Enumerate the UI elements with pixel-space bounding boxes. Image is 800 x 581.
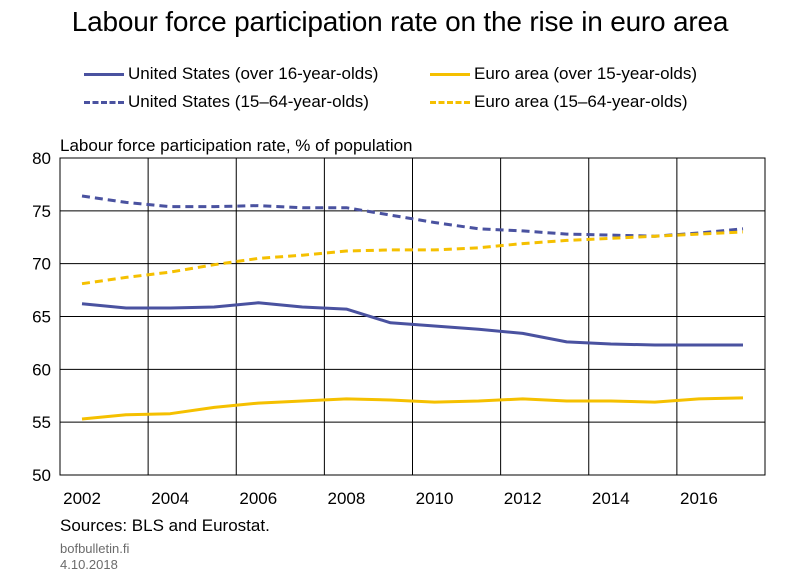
legend-swatch-ea-15-64 (430, 100, 470, 104)
series-line-3 (81, 230, 744, 286)
grid-lines (60, 158, 765, 475)
legend-swatch-ea-over15 (430, 72, 470, 76)
x-tick-2012: 2012 (504, 489, 542, 508)
legend-label-us-over16: United States (over 16-year-olds) (128, 64, 379, 83)
legend-label-ea-15-64: Euro area (15–64-year-olds) (474, 92, 688, 111)
legend-item-us-15-64: United States (15–64-year-olds) (84, 92, 369, 112)
legend-item-ea-15-64: Euro area (15–64-year-olds) (430, 92, 688, 112)
x-tick-2016: 2016 (680, 489, 718, 508)
series-line-2 (81, 194, 744, 238)
y-tick-50: 50 (32, 466, 51, 485)
y-tick-80: 80 (32, 149, 51, 168)
legend-swatch-us-15-64 (84, 100, 124, 104)
x-tick-2002: 2002 (63, 489, 101, 508)
chart-title: Labour force participation rate on the r… (71, 6, 729, 37)
legend-label-ea-over15: Euro area (over 15-year-olds) (474, 64, 697, 83)
x-tick-2008: 2008 (327, 489, 365, 508)
y-tick-70: 70 (32, 255, 51, 274)
tick-labels: 50 55 60 65 70 75 80 2002 2004 2006 2008 2010 2012 20… (32, 149, 718, 508)
legend-item-us-over16: United States (over 16-year-olds) (84, 64, 378, 84)
legend-swatch-us-over16 (84, 72, 124, 76)
y-axis-label: Labour force participation rate, % of po… (60, 136, 413, 155)
y-tick-75: 75 (32, 202, 51, 221)
x-tick-2006: 2006 (239, 489, 277, 508)
x-tick-2014: 2014 (592, 489, 630, 508)
site-url: bofbulletin.fi (60, 541, 130, 556)
y-tick-55: 55 (32, 413, 51, 432)
plot-frame (59, 157, 766, 476)
legend-label-us-15-64: United States (15–64-year-olds) (128, 92, 369, 111)
y-tick-65: 65 (32, 308, 51, 327)
x-tick-2004: 2004 (151, 489, 189, 508)
legend-item-ea-over15: Euro area (over 15-year-olds) (430, 64, 697, 84)
series-line-0 (81, 301, 743, 347)
publish-date: 4.10.2018 (60, 557, 118, 572)
series-lines (81, 194, 744, 421)
series-line-1 (81, 396, 744, 421)
y-tick-60: 60 (32, 360, 51, 379)
sources-note: Sources: BLS and Eurostat. (60, 516, 270, 535)
x-tick-2010: 2010 (416, 489, 454, 508)
